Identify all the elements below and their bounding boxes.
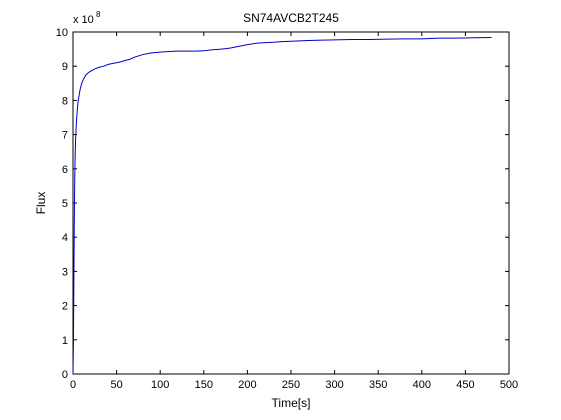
x-tick-label: 450 xyxy=(456,379,474,391)
y-tick-label: 7 xyxy=(62,130,68,142)
y-tick-label: 3 xyxy=(62,266,68,278)
y-tick-label: 2 xyxy=(62,301,68,313)
y-tick-label: 9 xyxy=(62,61,68,73)
y-tick-label: 10 xyxy=(56,27,68,39)
x-tick-label: 500 xyxy=(500,379,518,391)
y-tick-label: 8 xyxy=(62,95,68,107)
x-tick-label: 150 xyxy=(195,379,213,391)
y-multiplier-exponent: 8 xyxy=(96,10,101,19)
x-axis-title: Time[s] xyxy=(272,396,311,410)
x-tick-label: 350 xyxy=(369,379,387,391)
axis-ticks: 0 50 100 150 200 250 300 350 400 450 500 0 1 2 3 4 5 6 7 8 9… xyxy=(56,27,518,391)
series-line-0 xyxy=(72,36,492,375)
chart-title: SN74AVCB2T245 xyxy=(243,11,339,25)
y-axis-title: Flux xyxy=(34,192,48,215)
series-layer xyxy=(72,36,492,375)
y-tick-label: 6 xyxy=(62,164,68,176)
x-tick-label: 250 xyxy=(282,379,300,391)
x-tick-label: 400 xyxy=(413,379,431,391)
x-tick-label: 50 xyxy=(110,379,122,391)
y-tick-label: 1 xyxy=(62,335,68,347)
y-multiplier-label: x 10 xyxy=(73,14,94,26)
plot-area xyxy=(72,31,510,375)
x-tick-label: 300 xyxy=(325,379,343,391)
x-tick-label: 0 xyxy=(70,379,76,391)
x-tick-label: 100 xyxy=(151,379,169,391)
x-tick-label: 200 xyxy=(238,379,256,391)
y-tick-label: 4 xyxy=(62,232,68,244)
y-tick-label: 0 xyxy=(62,369,68,381)
y-tick-label: 5 xyxy=(62,198,68,210)
